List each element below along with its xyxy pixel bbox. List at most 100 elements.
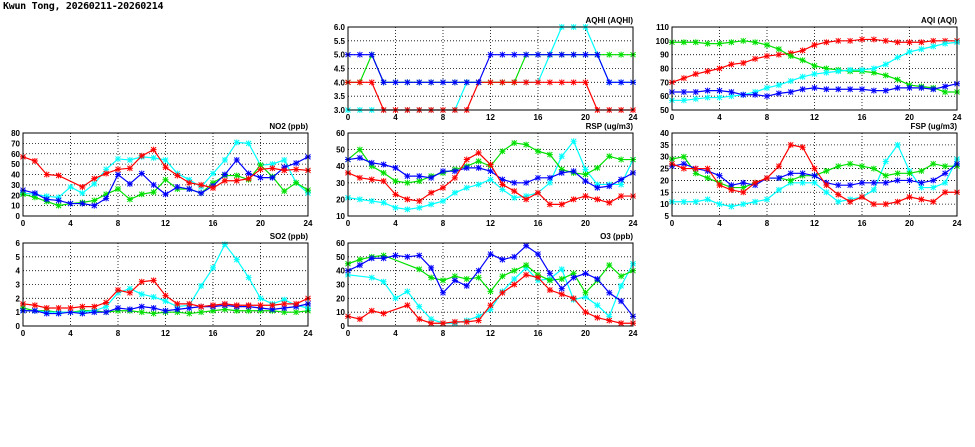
data-point	[281, 309, 288, 316]
data-point	[233, 177, 240, 184]
x-tick-label: 8	[441, 219, 446, 228]
x-tick-label: 20	[581, 329, 590, 338]
data-point	[356, 154, 363, 161]
data-point	[811, 165, 818, 172]
x-tick-label: 12	[810, 219, 819, 228]
data-point	[221, 171, 228, 178]
data-point	[918, 196, 925, 203]
data-point	[835, 163, 842, 170]
data-point	[440, 277, 446, 284]
data-point	[487, 51, 494, 58]
data-point	[535, 274, 541, 281]
data-point	[162, 164, 169, 171]
data-point	[870, 69, 877, 76]
data-point	[523, 79, 530, 86]
data-point	[31, 307, 38, 314]
data-point	[103, 299, 110, 306]
data-point	[606, 199, 613, 206]
y-tick-label: 6.0	[334, 23, 346, 32]
data-point	[245, 140, 252, 147]
x-tick-label: 0	[346, 329, 351, 338]
data-point	[930, 184, 937, 191]
data-point	[882, 172, 889, 179]
data-point	[162, 298, 169, 305]
fsp-chart: 5 10 15 20 25 30 35 40 0 4 8 12 16 20 24 FSP (ug/m3)	[660, 122, 962, 228]
aqhi-chart: 3.0 3.5 4.0 4.5 5.0 5.5 6.0 0 4 8 12 16 20 24 AQHI (AQ…	[334, 16, 638, 122]
data-point	[380, 161, 387, 168]
data-point	[368, 159, 375, 166]
data-point	[428, 189, 435, 196]
y-tick-label: 1	[16, 308, 21, 317]
data-point	[162, 156, 169, 163]
data-point	[692, 71, 699, 78]
y-tick-label: 80	[11, 129, 20, 138]
data-point	[511, 179, 518, 186]
data-point	[570, 138, 577, 145]
y-tick-label: 2	[16, 294, 21, 303]
data-point	[728, 89, 735, 96]
data-point	[558, 79, 565, 86]
data-point	[764, 84, 770, 91]
data-point	[811, 71, 818, 78]
chart-title: AQHI (AQHI)	[585, 16, 633, 25]
data-point	[499, 186, 506, 193]
aqi-chart: 50 60 70 80 90 100 110 0 4 8 12 16 20 24 AQI (AQI)	[656, 16, 962, 122]
series-line	[347, 274, 633, 324]
data-point	[428, 316, 435, 323]
data-point	[126, 285, 133, 292]
data-point	[870, 65, 877, 72]
plot-border	[347, 242, 634, 327]
x-tick-label: 12	[486, 219, 495, 228]
data-point	[606, 262, 613, 269]
data-point	[692, 95, 699, 102]
data-point	[930, 160, 937, 167]
data-point	[174, 183, 181, 190]
y-tick-label: 3.0	[334, 106, 346, 115]
data-point	[582, 193, 589, 200]
y-tick-label: 20	[336, 294, 345, 303]
data-point	[162, 191, 169, 198]
data-point	[906, 170, 913, 177]
data-point	[186, 186, 193, 193]
data-point	[787, 77, 794, 84]
y-tick-label: 60	[336, 129, 345, 138]
data-point	[870, 165, 877, 172]
x-tick-label: 4	[717, 113, 722, 122]
data-point	[680, 198, 687, 205]
data-point	[293, 160, 300, 167]
data-point	[882, 179, 889, 186]
data-point	[535, 189, 541, 196]
y-tick-label: 30	[660, 153, 669, 162]
data-point	[847, 198, 854, 205]
x-tick-label: 16	[209, 329, 218, 338]
y-tick-label: 30	[11, 181, 20, 190]
data-point	[728, 203, 735, 210]
data-point	[174, 172, 181, 179]
data-point	[558, 291, 565, 298]
chart-title: NO2 (ppb)	[269, 122, 308, 131]
data-point	[233, 139, 240, 146]
data-point	[882, 158, 889, 165]
series	[345, 252, 636, 296]
data-point	[91, 309, 98, 316]
data-point	[475, 317, 482, 324]
plot-border	[22, 132, 309, 217]
data-point	[894, 198, 901, 205]
data-point	[558, 266, 565, 273]
data-point	[463, 164, 470, 171]
data-point	[594, 314, 601, 321]
grid	[23, 133, 308, 216]
x-tick-label: 24	[953, 219, 962, 228]
data-point	[546, 201, 553, 208]
x-tick-label: 4	[393, 219, 398, 228]
x-tick-label: 4	[393, 113, 398, 122]
data-point	[618, 181, 625, 188]
data-point	[930, 177, 937, 184]
data-point	[918, 184, 925, 191]
data-point	[293, 179, 300, 186]
data-point	[740, 189, 747, 196]
data-point	[487, 288, 494, 295]
data-point	[463, 184, 470, 191]
data-point	[356, 196, 363, 203]
y-tick-label: 70	[660, 78, 669, 87]
